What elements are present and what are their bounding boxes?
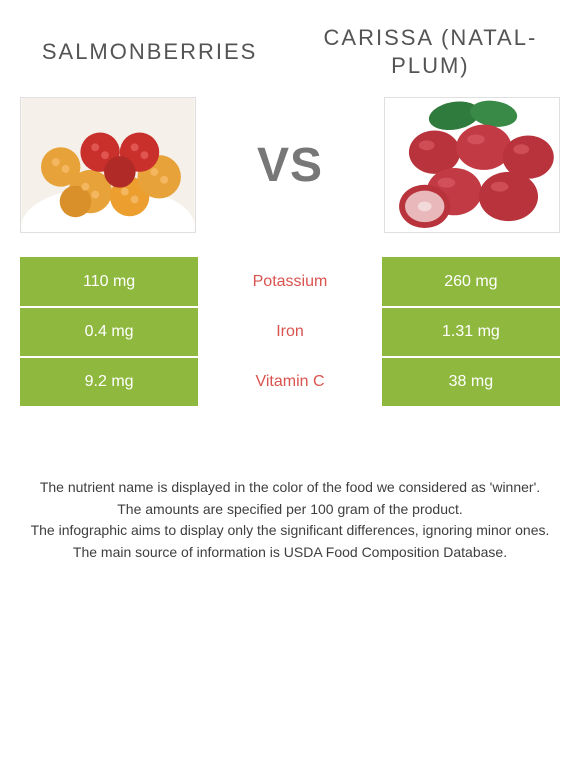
- nutrient-left-value: 110 mg: [20, 257, 198, 307]
- nutrient-tbody: 110 mg Potassium 260 mg 0.4 mg Iron 1.31…: [20, 257, 560, 407]
- nutrient-right-value: 1.31 mg: [382, 307, 560, 357]
- footer-line: The nutrient name is displayed in the co…: [30, 478, 550, 498]
- nutrient-name: Potassium: [198, 257, 382, 307]
- carissa-icon: [385, 98, 559, 232]
- footer-line: The infographic aims to display only the…: [30, 521, 550, 541]
- nutrient-left-value: 0.4 mg: [20, 307, 198, 357]
- left-food-title: SALMONBERRIES: [20, 38, 279, 66]
- right-food-image: [384, 97, 560, 233]
- footer-line: The main source of information is USDA F…: [30, 543, 550, 563]
- nutrient-right-value: 38 mg: [382, 357, 560, 407]
- nutrient-row: 110 mg Potassium 260 mg: [20, 257, 560, 307]
- footer-line: The amounts are specified per 100 gram o…: [30, 500, 550, 520]
- footer-notes: The nutrient name is displayed in the co…: [20, 478, 560, 562]
- nutrient-table: 110 mg Potassium 260 mg 0.4 mg Iron 1.31…: [20, 257, 560, 408]
- nutrient-left-value: 9.2 mg: [20, 357, 198, 407]
- right-food-title: CARISSA (NATAL-PLUM): [301, 24, 560, 79]
- header-row: SALMONBERRIES CARISSA (NATAL-PLUM): [20, 24, 560, 79]
- left-food-image: [20, 97, 196, 233]
- nutrient-name: Vitamin C: [198, 357, 382, 407]
- nutrient-row: 9.2 mg Vitamin C 38 mg: [20, 357, 560, 407]
- nutrient-name: Iron: [198, 307, 382, 357]
- nutrient-row: 0.4 mg Iron 1.31 mg: [20, 307, 560, 357]
- images-row: VS: [20, 97, 560, 233]
- vs-label: VS: [196, 138, 384, 193]
- salmonberry-icon: [21, 98, 195, 232]
- nutrient-right-value: 260 mg: [382, 257, 560, 307]
